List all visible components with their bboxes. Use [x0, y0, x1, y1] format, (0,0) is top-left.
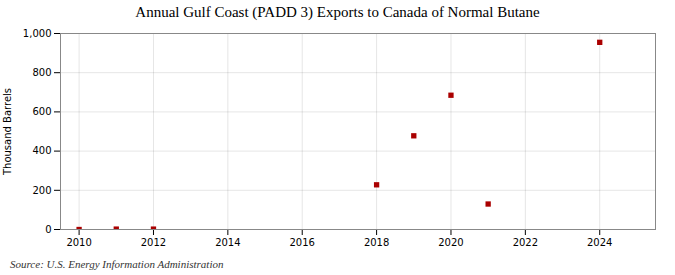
svg-text:2020: 2020	[438, 237, 463, 248]
svg-text:2010: 2010	[66, 237, 91, 248]
svg-text:200: 200	[32, 185, 51, 196]
svg-text:800: 800	[32, 67, 51, 78]
html-text:Annual Gulf Coast (PADD 3) Exp: Annual Gulf Coast (PADD 3) Exports to Ca…	[135, 4, 540, 20]
svg-text:Thousand Barrels: Thousand Barrels	[2, 88, 13, 176]
svg-text:2012: 2012	[141, 237, 166, 248]
svg-text:0: 0	[45, 224, 51, 235]
svg-text:2022: 2022	[513, 237, 538, 248]
svg-text:1,000: 1,000	[23, 28, 52, 39]
svg-text:2014: 2014	[215, 237, 240, 248]
svg-text:2016: 2016	[289, 237, 314, 248]
svg-text:2024: 2024	[587, 237, 612, 248]
svg-text:600: 600	[32, 106, 51, 117]
svg-text:400: 400	[32, 145, 51, 156]
html-text:Source: U.S. Energy Informatio: Source: U.S. Energy Information Administ…	[10, 258, 224, 270]
svg-text:2018: 2018	[364, 237, 389, 248]
